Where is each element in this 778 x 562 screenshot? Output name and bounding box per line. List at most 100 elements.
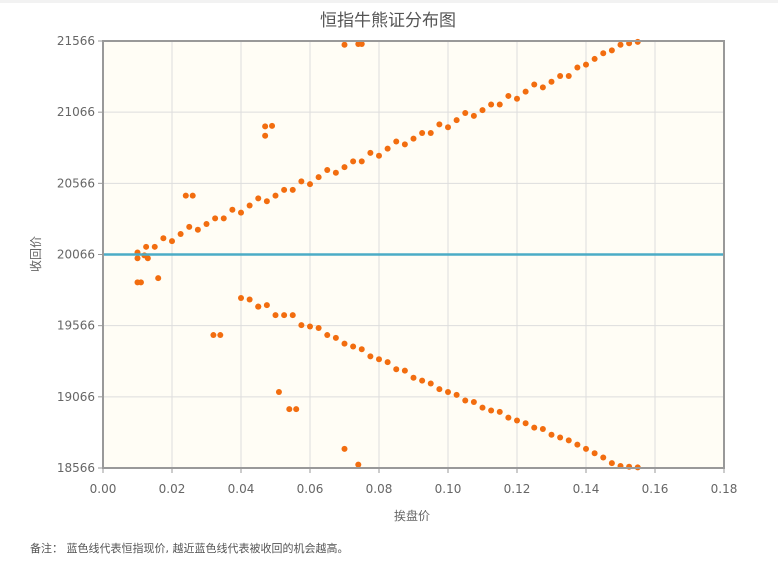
y-tick-label: 19566 (57, 319, 95, 333)
data-point (307, 181, 313, 188)
x-tick-label: 0.16 (642, 482, 669, 496)
data-point (269, 122, 276, 129)
data-point (522, 88, 529, 95)
data-point (220, 215, 227, 222)
data-point (470, 398, 477, 405)
data-point (505, 92, 512, 99)
data-point (522, 420, 529, 427)
x-tick-label: 0.04 (228, 482, 255, 496)
data-point (583, 445, 589, 452)
data-point (410, 374, 417, 381)
data-point (255, 195, 262, 202)
data-point (376, 152, 382, 159)
data-point (203, 221, 210, 228)
data-point (445, 124, 451, 131)
data-point (410, 135, 417, 142)
data-point (298, 178, 305, 185)
data-point (531, 424, 538, 431)
data-point (238, 209, 244, 216)
y-tick-label: 21066 (57, 105, 95, 119)
data-point (548, 431, 555, 438)
data-point (539, 84, 546, 91)
data-point (401, 367, 408, 374)
data-point (332, 334, 339, 341)
data-point (574, 64, 581, 71)
chart-title: 恒指牛熊证分布图 (320, 11, 456, 31)
data-point (591, 55, 598, 62)
data-point (263, 198, 270, 205)
data-point (272, 312, 279, 319)
data-point (263, 302, 270, 309)
data-point (194, 226, 201, 233)
x-tick-label: 0.12 (504, 482, 531, 496)
data-point (358, 158, 365, 165)
data-point (445, 388, 451, 395)
top-bar (0, 0, 778, 3)
data-point (496, 408, 503, 415)
data-point (608, 460, 615, 467)
data-point (453, 117, 460, 124)
data-point (229, 206, 236, 213)
data-point (143, 243, 150, 250)
data-point (298, 322, 305, 329)
data-point (393, 366, 400, 373)
data-point (281, 186, 288, 193)
data-point (315, 324, 322, 331)
points (134, 38, 641, 471)
data-point (238, 295, 244, 302)
data-point (488, 101, 495, 108)
data-point (367, 353, 374, 360)
data-point (436, 386, 443, 393)
data-point (600, 454, 607, 461)
data-point (600, 50, 607, 57)
data-point (155, 275, 162, 282)
data-point (350, 343, 357, 350)
data-point (376, 356, 382, 363)
data-point (548, 78, 555, 85)
data-point (505, 414, 512, 421)
data-point (210, 332, 217, 339)
data-point (137, 279, 144, 286)
data-point (255, 303, 262, 310)
plot-border (102, 40, 725, 469)
x-tick-label: 0.18 (711, 482, 738, 496)
data-point (324, 166, 331, 173)
data-point (160, 235, 167, 242)
data-point (574, 441, 581, 448)
y-tick-label: 21566 (57, 34, 95, 48)
data-point (272, 192, 279, 199)
data-point (479, 107, 486, 114)
data-point (358, 346, 365, 353)
data-point (496, 101, 503, 108)
data-point (350, 158, 357, 165)
data-point (212, 215, 219, 222)
data-point (169, 238, 175, 245)
data-point (177, 231, 184, 238)
footnote: 备注： 蓝色线代表恒指现价, 越近蓝色线代表被收回的机会越高。 (30, 542, 349, 555)
data-point (324, 332, 331, 339)
x-tick-label: 0.06 (297, 482, 324, 496)
y-tick-label: 18566 (57, 461, 95, 475)
data-point (134, 255, 141, 262)
data-point (488, 407, 495, 414)
data-point (182, 192, 189, 199)
x-tick-label: 0.10 (435, 482, 462, 496)
data-point (479, 404, 486, 411)
data-point (617, 41, 624, 48)
data-point (514, 417, 520, 424)
data-point (275, 388, 282, 395)
data-point (583, 61, 589, 68)
data-point (332, 169, 339, 176)
x-axis-label: 挨盘价 (394, 508, 430, 523)
data-point (217, 332, 224, 339)
data-point (419, 129, 426, 136)
data-point (514, 95, 520, 102)
data-point (436, 121, 443, 128)
data-point (462, 397, 469, 404)
x-tick-label: 0.14 (573, 482, 600, 496)
data-point (384, 359, 391, 366)
data-point (419, 377, 426, 384)
data-point (341, 340, 348, 347)
data-point (281, 312, 288, 319)
